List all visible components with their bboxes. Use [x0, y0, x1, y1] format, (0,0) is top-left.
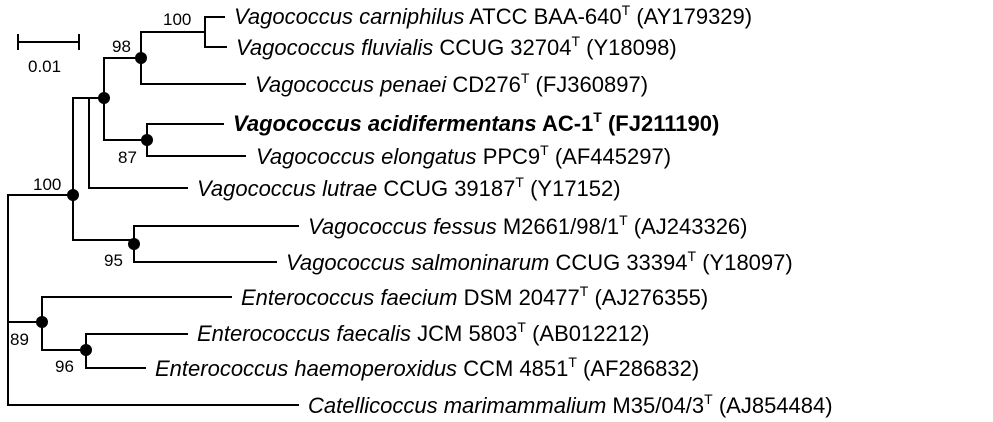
- bootstrap-enterococcus-genus: 89: [10, 330, 29, 349]
- bootstrap-fessus-salmoninarum: 95: [104, 251, 123, 270]
- bootstrap-faecalis-haemoperoxidus: 96: [55, 357, 74, 376]
- tree-branches: [7, 16, 299, 406]
- node-dot-95: [128, 238, 140, 250]
- node-dot-96: [80, 344, 92, 356]
- bootstrap-labels: 100 98 87 100 95 89 96: [10, 10, 191, 376]
- taxon-label: Vagococcus lutrae CCUG 39187T (Y17152): [197, 174, 621, 201]
- taxon-label: Vagococcus carniphilus ATCC BAA-640T (AY…: [234, 2, 752, 29]
- taxon-label: Enterococcus faecium DSM 20477T (AJ27635…: [241, 283, 708, 310]
- bootstrap-vagococcus-core: 98: [112, 37, 131, 56]
- node-dot-87: [141, 134, 153, 146]
- bootstrap-acidifermentans-elongatus: 87: [118, 148, 137, 167]
- scale-bar-label: 0.01: [28, 57, 61, 76]
- taxon-label: Enterococcus faecalis JCM 5803T (AB01221…: [197, 319, 650, 346]
- taxon-label: Vagococcus penaei CD276T (FJ360897): [255, 70, 648, 97]
- scale-bar: 0.01: [17, 34, 80, 76]
- taxon-label: Vagococcus elongatus PPC9T (AF445297): [256, 142, 671, 169]
- node-dot-100-genus: [67, 189, 79, 201]
- bootstrap-carniphilus-fluvialis: 100: [163, 10, 191, 29]
- node-dot-98: [135, 52, 147, 64]
- taxon-label-highlighted: Vagococcus acidifermentans AC-1T (FJ2111…: [233, 109, 719, 136]
- node-markers: [36, 52, 153, 356]
- taxon-label: Vagococcus fluvialis CCUG 32704T (Y18098…: [236, 33, 677, 60]
- taxon-label: Enterococcus haemoperoxidus CCM 4851T (A…: [155, 354, 699, 381]
- taxon-label: Vagococcus fessus M2661/98/1T (AJ243326): [308, 212, 748, 239]
- taxon-label: Catellicoccus marimammalium M35/04/3T (A…: [308, 391, 833, 418]
- taxon-labels: Vagococcus carniphilus ATCC BAA-640T (AY…: [155, 2, 833, 418]
- bootstrap-vagococcus-genus: 100: [33, 175, 61, 194]
- taxon-label: Vagococcus salmoninarum CCUG 33394T (Y18…: [286, 248, 793, 275]
- node-dot-vago-inner: [98, 92, 110, 104]
- node-dot-89: [36, 316, 48, 328]
